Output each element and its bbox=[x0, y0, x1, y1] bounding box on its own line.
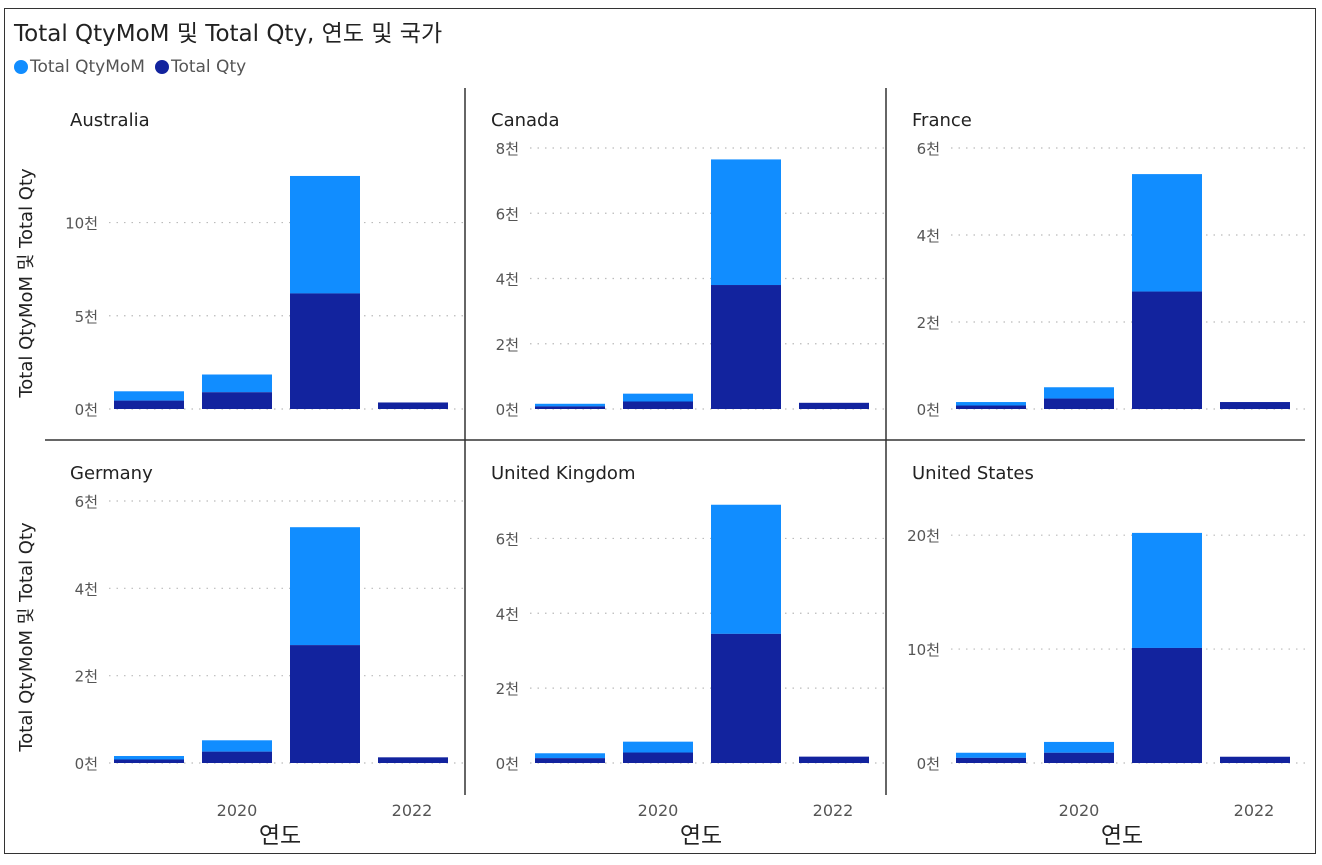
bar-total-qty bbox=[623, 401, 693, 409]
bar-total-qty bbox=[1220, 756, 1290, 763]
x-tick-label: 2020 bbox=[217, 801, 258, 820]
bar-total-qty bbox=[114, 400, 184, 409]
bar-total-qtymom bbox=[114, 756, 184, 760]
bar-total-qtymom bbox=[956, 752, 1026, 758]
y-tick-label: 0천 bbox=[75, 401, 98, 419]
y-tick-label: 6천 bbox=[75, 493, 98, 511]
y-tick-label: 6천 bbox=[496, 530, 519, 548]
y-tick-label: 4천 bbox=[75, 580, 98, 598]
bar-total-qty bbox=[956, 757, 1026, 763]
y-tick-label: 20천 bbox=[907, 527, 940, 545]
bar-total-qtymom bbox=[202, 740, 272, 752]
y-tick-label: 10천 bbox=[65, 215, 98, 233]
bar-total-qty bbox=[202, 392, 272, 409]
y-tick-label: 0천 bbox=[917, 401, 940, 419]
y-tick-label: 4천 bbox=[917, 227, 940, 245]
bar-total-qtymom bbox=[1044, 387, 1114, 399]
x-axis-title: 연도 bbox=[680, 823, 722, 849]
panel-united-kingdom: United Kingdom 0천 2천 4천 6천 bbox=[491, 463, 888, 773]
bar-total-qty bbox=[202, 751, 272, 763]
panel-title: United Kingdom bbox=[491, 463, 635, 484]
bar-total-qtymom bbox=[290, 175, 360, 294]
x-axis-title: 연도 bbox=[1101, 823, 1143, 849]
y-tick-label: 2천 bbox=[75, 668, 98, 686]
panel-title: Australia bbox=[70, 110, 150, 131]
bar-total-qtymom bbox=[1132, 174, 1202, 292]
y-tick-label: 4천 bbox=[496, 605, 519, 623]
bar-total-qty bbox=[114, 759, 184, 763]
bar-total-qtymom bbox=[711, 159, 781, 286]
x-axis-title: 연도 bbox=[259, 823, 301, 849]
x-tick-label: 2022 bbox=[392, 801, 433, 820]
bar-total-qty bbox=[1132, 291, 1202, 409]
y-tick-label: 6천 bbox=[496, 205, 519, 223]
bar-total-qty bbox=[799, 756, 869, 763]
bar-total-qty bbox=[378, 757, 448, 763]
bar-total-qtymom bbox=[535, 753, 605, 759]
legend-qtymom-label: Total QtyMoM bbox=[30, 57, 145, 77]
legend-item-qtymom[interactable]: Total QtyMoM bbox=[14, 57, 145, 77]
panel-title: Germany bbox=[70, 463, 153, 484]
bar-total-qty bbox=[1132, 647, 1202, 763]
bar-total-qty bbox=[799, 402, 869, 409]
y-tick-label: 0천 bbox=[917, 755, 940, 773]
legend-qty-swatch bbox=[154, 60, 169, 74]
bar-total-qty bbox=[535, 406, 605, 409]
y-tick-label: 2천 bbox=[496, 680, 519, 698]
bar-total-qty bbox=[1220, 402, 1290, 409]
bar-total-qtymom bbox=[1044, 741, 1114, 753]
bar-total-qtymom bbox=[623, 741, 693, 753]
bar-total-qtymom bbox=[202, 374, 272, 393]
y-tick-label: 0천 bbox=[496, 755, 519, 773]
y-axis-title: Total QtyMoM 및 Total Qty bbox=[16, 168, 37, 399]
y-axis-title: Total QtyMoM 및 Total Qty bbox=[16, 522, 37, 753]
bar-total-qty bbox=[378, 402, 448, 409]
bar-total-qty bbox=[1044, 398, 1114, 409]
bar-total-qty bbox=[290, 293, 360, 409]
legend-item-qty[interactable]: Total Qty bbox=[154, 57, 247, 77]
y-tick-label: 2천 bbox=[496, 336, 519, 354]
panel-canada: Canada 0천 2천 4천 6천 8천 bbox=[491, 110, 888, 419]
bar-total-qty bbox=[711, 633, 781, 763]
bar-total-qty bbox=[1044, 752, 1114, 763]
bar-total-qty bbox=[956, 405, 1026, 409]
y-tick-label: 8천 bbox=[496, 140, 519, 158]
legend: Total QtyMoM Total Qty bbox=[14, 57, 252, 77]
y-tick-label: 4천 bbox=[496, 271, 519, 289]
legend-qtymom-swatch bbox=[14, 60, 28, 74]
chart-frame bbox=[4, 8, 1316, 854]
panel-title: France bbox=[912, 110, 972, 131]
panel-germany: Germany 0천 2천 4천 6천 bbox=[70, 463, 467, 773]
y-tick-label: 10천 bbox=[907, 641, 940, 659]
bar-total-qtymom bbox=[290, 527, 360, 646]
panel-australia: Australia 0천 5천 10천 bbox=[65, 110, 467, 419]
y-tick-label: 2천 bbox=[917, 314, 940, 332]
panel-united-states: United States 0천 10천 20천 bbox=[907, 463, 1309, 773]
bar-total-qty bbox=[290, 645, 360, 763]
x-tick-label: 2022 bbox=[813, 801, 854, 820]
bar-total-qty bbox=[623, 752, 693, 763]
bar-total-qtymom bbox=[535, 403, 605, 407]
legend-qty-label: Total Qty bbox=[170, 57, 247, 77]
x-tick-label: 2020 bbox=[1059, 801, 1100, 820]
x-tick-label: 2022 bbox=[1234, 801, 1275, 820]
y-tick-label: 0천 bbox=[496, 401, 519, 419]
bar-total-qty bbox=[535, 758, 605, 763]
y-tick-label: 5천 bbox=[75, 308, 98, 326]
panel-title: Canada bbox=[491, 110, 560, 131]
bar-total-qtymom bbox=[956, 402, 1026, 406]
bar-total-qty bbox=[711, 285, 781, 409]
bar-total-qtymom bbox=[623, 393, 693, 402]
panel-title: United States bbox=[912, 463, 1034, 484]
bar-total-qtymom bbox=[711, 504, 781, 634]
y-tick-label: 6천 bbox=[917, 140, 940, 158]
y-tick-label: 0천 bbox=[75, 755, 98, 773]
x-tick-label: 2020 bbox=[638, 801, 679, 820]
panel-france: France 0천 2천 4천 6천 bbox=[912, 110, 1309, 419]
chart-title: Total QtyMoM 및 Total Qty, 연도 및 국가 bbox=[14, 21, 443, 47]
bar-total-qtymom bbox=[114, 391, 184, 401]
bar-total-qtymom bbox=[1132, 532, 1202, 648]
